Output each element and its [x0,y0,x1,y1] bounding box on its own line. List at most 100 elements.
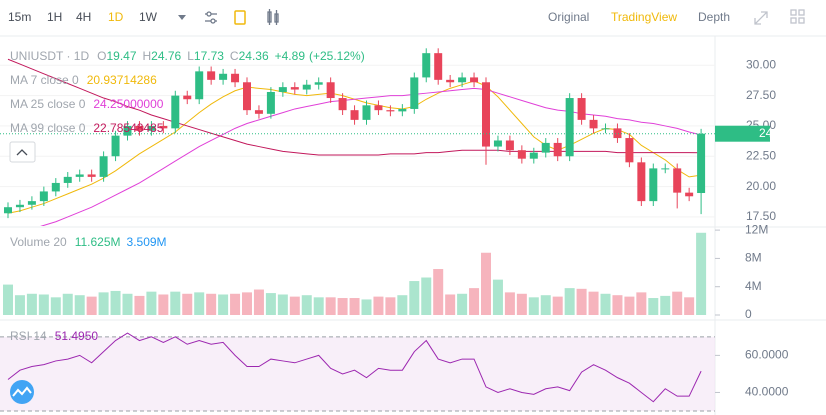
candle-body [458,77,467,83]
volume-bar [492,279,503,315]
y-tick-label: 17.50 [746,209,776,223]
legend-item: 24.36 [239,49,269,63]
candle-body [111,135,120,157]
volume-bar [14,295,25,315]
legend-item: +4.89 [275,49,306,63]
ma-legend: MA 7 close 0 20.93714286 [10,73,157,87]
volume-bar [588,291,599,315]
volume-bar [182,293,193,315]
candle-body [195,71,204,100]
rsi-value: 51.4950 [55,329,99,343]
volume-bar [337,298,348,315]
volume-bar [433,269,444,315]
candle-body [135,125,144,131]
volume-bar [421,277,432,315]
volume-bar [242,292,252,315]
y-tick-label: 22.50 [746,148,776,162]
candle-body [314,82,323,85]
view-tab[interactable]: Original [548,10,589,24]
candle-body [75,174,84,177]
interval-tab[interactable]: 1W [139,10,158,24]
candle-body [290,87,299,90]
layout-icon[interactable] [790,9,805,24]
volume-bar [158,294,169,315]
candle-body [625,138,634,163]
candle-body [553,142,562,157]
candle-body [685,192,694,197]
volume-ma: 3.509M [127,235,167,249]
rsi-name: RSI 14 [10,329,47,343]
volume-last: 11.625M [75,235,121,249]
candle-body [613,128,622,139]
tv-logo-mark [12,386,32,397]
view-tab[interactable]: TradingView [611,10,677,24]
dropdown-icon[interactable] [178,15,186,20]
interval-tab[interactable]: 1D [108,10,124,24]
rsi-tick-label: 60.0000 [745,348,789,362]
collapse-icon [16,149,28,156]
interval-tab[interactable]: 4H [76,10,91,24]
interval-tab[interactable]: 1H [47,10,62,24]
candle-body [338,98,347,111]
candle-body [649,168,658,202]
volume-bar [62,293,73,315]
candle-body [27,201,36,205]
candle-body [15,204,24,208]
volume-bar [672,291,683,315]
candle-body [147,125,156,131]
candle-body [446,79,455,83]
collapse-button[interactable] [9,141,36,163]
candle-body [386,110,395,112]
volume-bar [50,297,61,315]
candle-body [231,73,240,83]
y-tick-label: 27.50 [746,88,776,102]
y-tick-label: 30.00 [746,57,776,71]
settings-icon[interactable] [205,11,217,24]
volume-bar [86,296,97,315]
fullscreen-icon[interactable] [754,11,768,25]
legend-item: 24.76 [151,49,181,63]
candle-body [183,95,192,100]
candle-body [505,140,514,151]
volume-bar [98,292,109,315]
volume-bar [648,298,659,315]
volume-bar [564,288,575,315]
volume-bar [552,296,563,315]
volume-bar [206,293,217,315]
volume-bar [624,296,635,315]
candle-body [374,105,383,111]
candle-body [637,162,646,202]
ma-line [7,58,702,156]
candle-body [171,95,180,129]
candle-body [398,108,407,112]
volume-bar [696,232,707,315]
candle-body [577,98,586,120]
volume-bar [301,295,312,315]
volume-bar [194,292,205,315]
legend-item: H [143,49,152,63]
indicator-icon[interactable] [267,9,279,25]
candle-body [673,168,682,193]
interval-tab[interactable]: 15m [8,10,31,24]
volume-bar [516,293,527,315]
ma-legend: MA 25 close 0 24.25000000 [10,97,164,111]
volume-tick-label: 4M [745,279,762,293]
volume-bar [576,288,587,315]
legend-item: L [187,49,194,63]
volume-tick-label: 8M [745,251,762,265]
rsi-tick-label: 40.0000 [745,385,789,399]
volume-bar [218,294,229,315]
tv-logo[interactable] [10,380,34,404]
volume-bar [528,297,539,315]
y-tick-label: 20.00 [746,179,776,193]
candle-body [266,91,275,114]
template-icon[interactable] [234,10,246,25]
candle-body [422,53,431,78]
volume-bar [445,294,456,315]
volume-bar [110,290,121,315]
overlay: 15m 1H 4H 1D 1W Original TradingView Depth 30.00… [8,10,789,398]
view-tab[interactable]: Depth [698,10,730,24]
candle-body [63,176,72,183]
legend-item: C [230,49,239,63]
